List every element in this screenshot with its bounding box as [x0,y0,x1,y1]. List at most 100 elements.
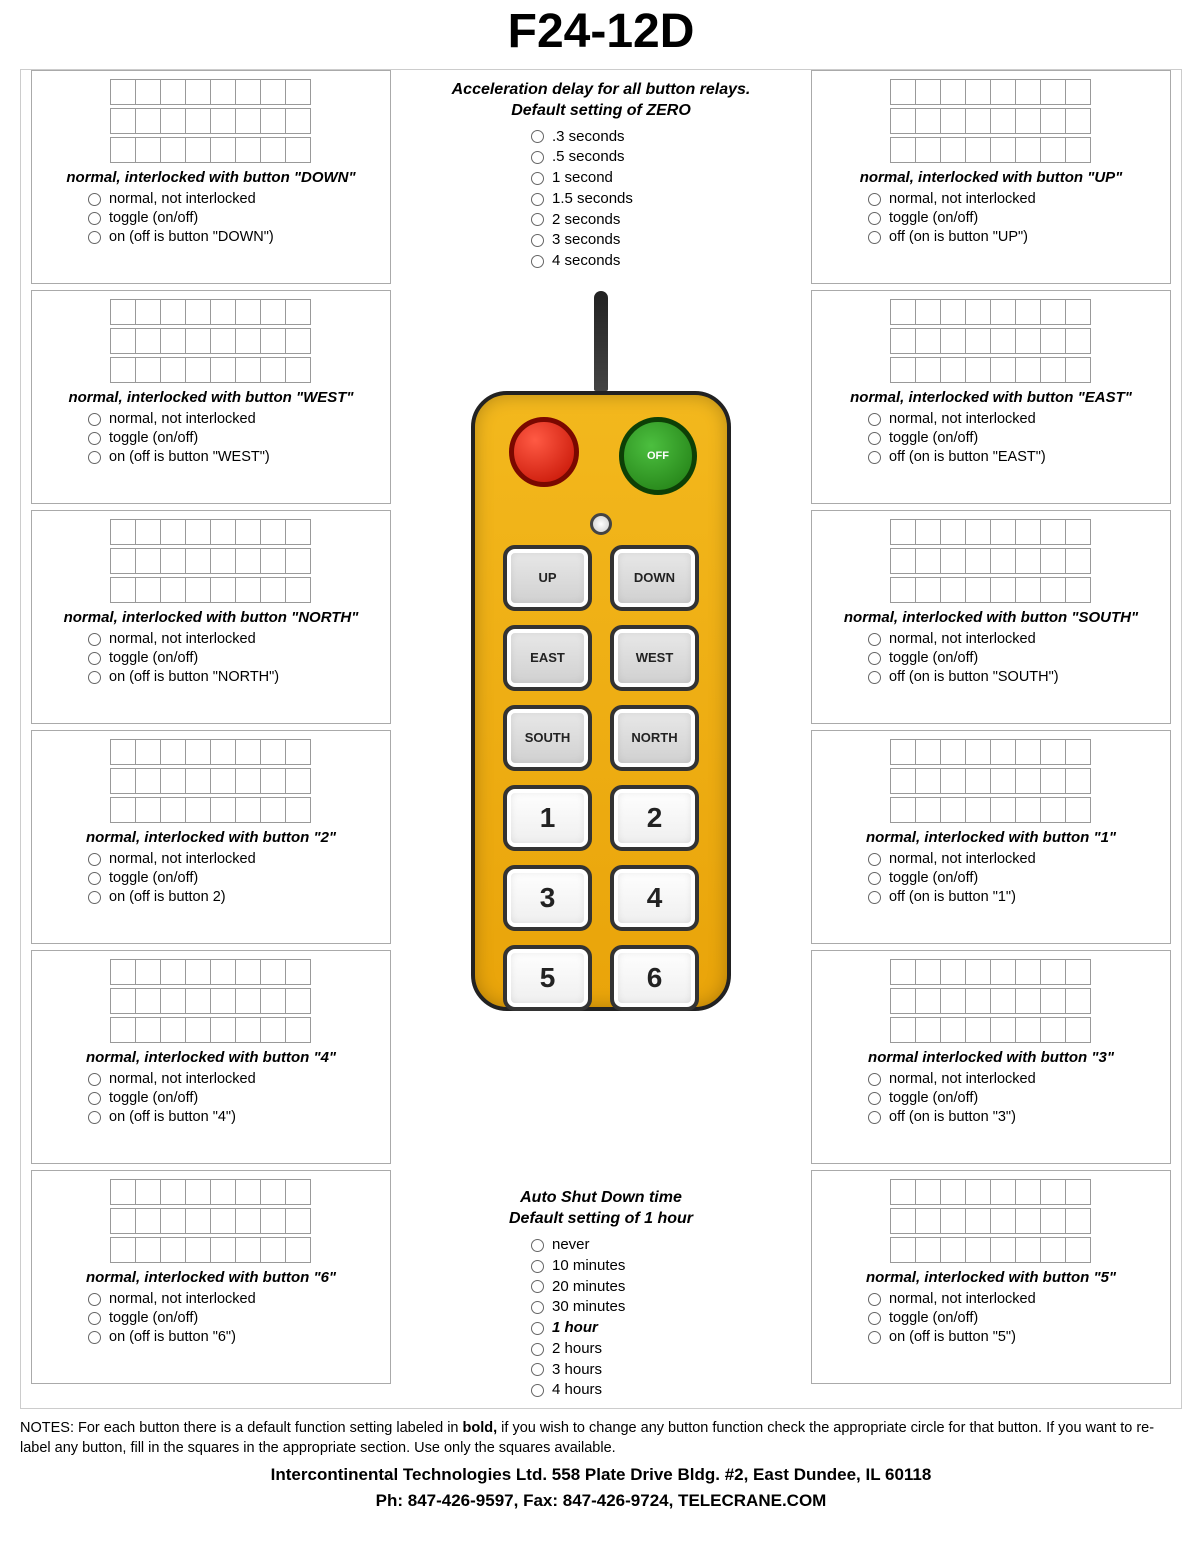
relabel-cell[interactable] [890,797,916,823]
relabel-cell[interactable] [210,328,236,354]
config-option[interactable]: off (on is button "EAST") [868,448,1160,466]
relabel-cell[interactable] [1040,357,1066,383]
relabel-cell[interactable] [235,1179,261,1205]
relabel-cell[interactable] [285,548,311,574]
relabel-cell[interactable] [890,357,916,383]
radio-icon[interactable] [88,1293,101,1306]
relabel-cell[interactable] [110,328,136,354]
relabel-cell[interactable] [890,959,916,985]
relabel-cell[interactable] [890,1237,916,1263]
radio-icon[interactable] [868,853,881,866]
relabel-cell[interactable] [285,137,311,163]
relabel-cell[interactable] [890,79,916,105]
relabel-cell[interactable] [260,959,286,985]
relabel-cell[interactable] [940,1179,966,1205]
config-option[interactable]: normal, not interlocked [868,850,1160,868]
relabel-cell[interactable] [965,548,991,574]
relabel-cell[interactable] [235,1237,261,1263]
relabel-cell[interactable] [1040,577,1066,603]
relabel-cell[interactable] [1040,548,1066,574]
relabel-cell[interactable] [940,577,966,603]
relabel-cell[interactable] [210,739,236,765]
radio-icon[interactable] [88,671,101,684]
relabel-cell[interactable] [1065,768,1091,794]
relabel-cell[interactable] [235,797,261,823]
relabel-cell[interactable] [235,137,261,163]
relabel-grid[interactable] [822,519,1160,603]
radio-icon[interactable] [88,413,101,426]
relabel-cell[interactable] [210,1179,236,1205]
relabel-grid[interactable] [822,739,1160,823]
relabel-cell[interactable] [940,79,966,105]
relabel-cell[interactable] [965,988,991,1014]
relabel-cell[interactable] [235,548,261,574]
relabel-cell[interactable] [260,1237,286,1263]
relabel-cell[interactable] [940,548,966,574]
relabel-cell[interactable] [1015,357,1041,383]
config-option[interactable]: normal, not interlocked [88,850,380,868]
relabel-cell[interactable] [1065,739,1091,765]
relabel-cell[interactable] [1015,1179,1041,1205]
relabel-cell[interactable] [990,1208,1016,1234]
relabel-cell[interactable] [185,1208,211,1234]
relabel-cell[interactable] [1015,739,1041,765]
relabel-cell[interactable] [160,797,186,823]
relabel-cell[interactable] [135,577,161,603]
relabel-cell[interactable] [185,79,211,105]
relabel-cell[interactable] [1065,1208,1091,1234]
config-option[interactable]: toggle (on/off) [868,1089,1160,1107]
config-option[interactable]: normal, not interlocked [868,190,1160,208]
relabel-cell[interactable] [210,1237,236,1263]
relabel-cell[interactable] [110,959,136,985]
relabel-cell[interactable] [940,137,966,163]
relabel-cell[interactable] [915,1017,941,1043]
relabel-cell[interactable] [990,299,1016,325]
radio-icon[interactable] [868,671,881,684]
radio-icon[interactable] [88,231,101,244]
radio-icon[interactable] [531,193,544,206]
relabel-cell[interactable] [990,357,1016,383]
config-option[interactable]: on (off is button "WEST") [88,448,380,466]
radio-icon[interactable] [531,255,544,268]
relabel-cell[interactable] [135,328,161,354]
relabel-cell[interactable] [135,739,161,765]
relabel-cell[interactable] [1040,1208,1066,1234]
relabel-cell[interactable] [260,137,286,163]
radio-icon[interactable] [531,130,544,143]
relabel-cell[interactable] [915,299,941,325]
relabel-cell[interactable] [260,357,286,383]
relabel-cell[interactable] [210,959,236,985]
relabel-cell[interactable] [1065,299,1091,325]
relabel-cell[interactable] [990,328,1016,354]
relabel-cell[interactable] [990,548,1016,574]
relabel-cell[interactable] [235,1017,261,1043]
relabel-cell[interactable] [1065,797,1091,823]
relabel-cell[interactable] [260,988,286,1014]
config-option[interactable]: normal, not interlocked [88,1070,380,1088]
radio-icon[interactable] [868,1111,881,1124]
relabel-cell[interactable] [1040,519,1066,545]
accel-option[interactable]: 1.5 seconds [531,190,633,209]
config-option[interactable]: normal, not interlocked [88,1290,380,1308]
relabel-cell[interactable] [890,108,916,134]
relabel-cell[interactable] [915,519,941,545]
relabel-cell[interactable] [235,357,261,383]
relabel-cell[interactable] [940,739,966,765]
radio-icon[interactable] [88,872,101,885]
relabel-cell[interactable] [1040,1017,1066,1043]
relabel-cell[interactable] [990,519,1016,545]
config-option[interactable]: normal, not interlocked [868,1290,1160,1308]
relabel-cell[interactable] [1065,988,1091,1014]
relabel-cell[interactable] [1065,519,1091,545]
relabel-cell[interactable] [285,577,311,603]
config-option[interactable]: on (off is button "4") [88,1108,380,1126]
radio-icon[interactable] [88,1312,101,1325]
radio-icon[interactable] [88,652,101,665]
relabel-cell[interactable] [965,1179,991,1205]
radio-icon[interactable] [531,234,544,247]
relabel-cell[interactable] [990,1179,1016,1205]
relabel-cell[interactable] [965,1208,991,1234]
relabel-cell[interactable] [260,797,286,823]
relabel-cell[interactable] [260,1017,286,1043]
relabel-cell[interactable] [1015,548,1041,574]
